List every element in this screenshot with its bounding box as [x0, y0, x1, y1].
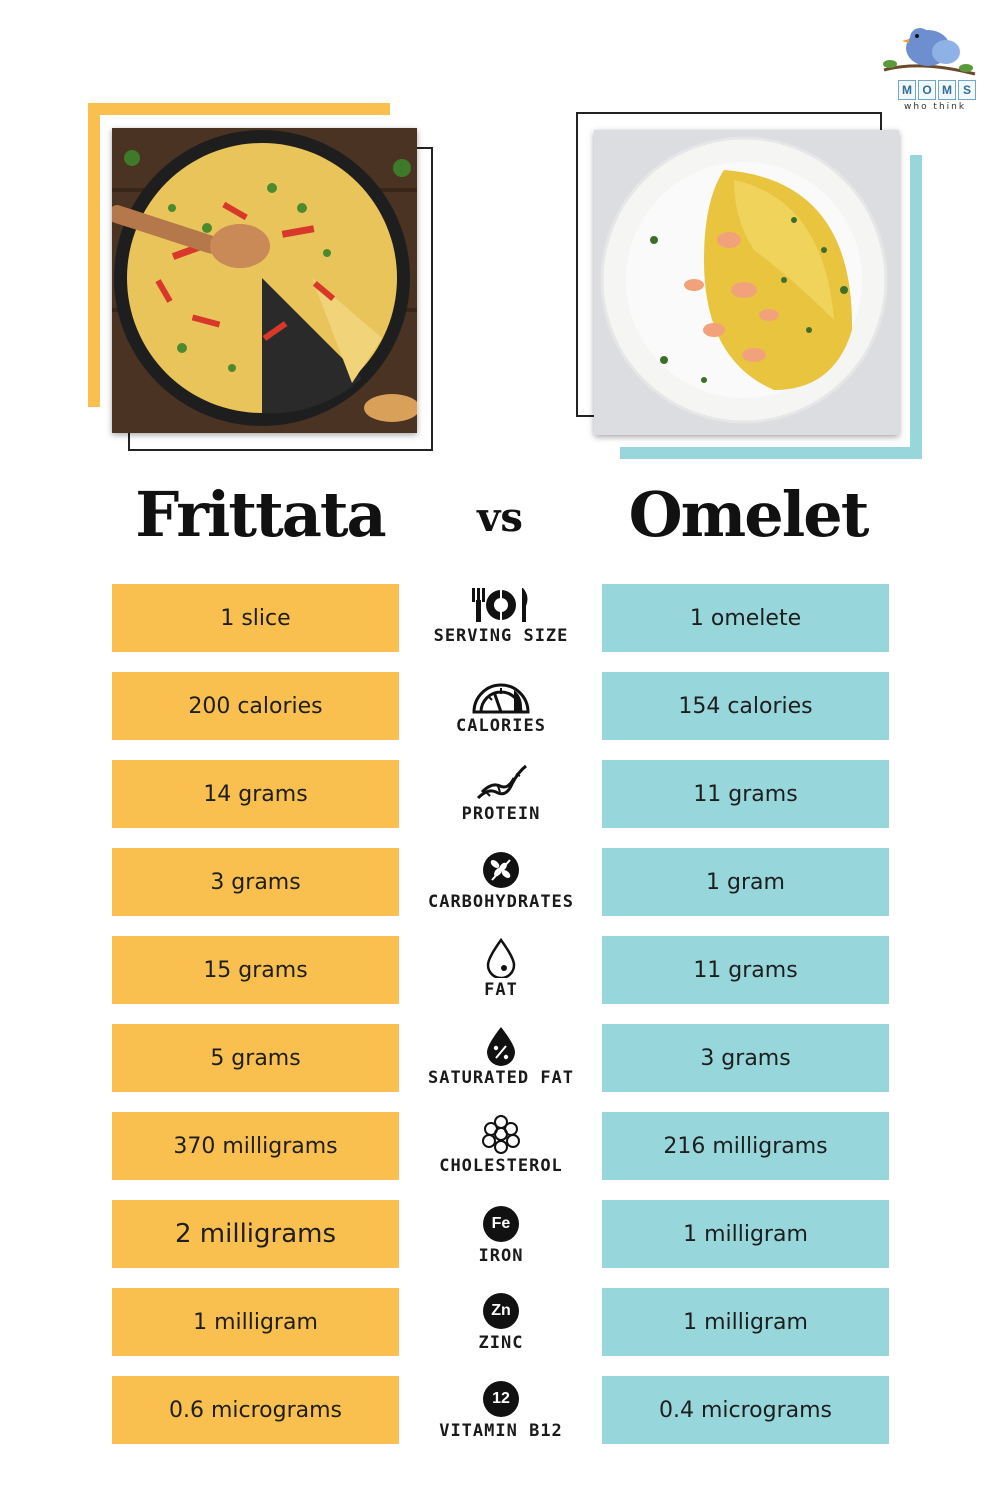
- iron-badge-icon: Fe: [468, 1204, 534, 1244]
- omelet-carbohydrates: 1 gram: [602, 848, 889, 916]
- zinc-label: ZINC: [478, 1333, 524, 1353]
- omelet-calories: 154 calories: [602, 672, 889, 740]
- molecule-cluster-icon: [468, 1114, 534, 1154]
- row-iron: Fe IRON: [402, 1204, 600, 1284]
- omelet-protein: 11 grams: [602, 760, 889, 828]
- frittata-fat: 15 grams: [112, 936, 399, 1004]
- omelet-photo: [594, 130, 899, 435]
- omelet-serving-size: 1 omelete: [602, 584, 889, 652]
- row-cholesterol: CHOLESTEROL: [402, 1114, 600, 1194]
- vitamin-b12-label: VITAMIN B12: [439, 1421, 563, 1441]
- frittata-accent-frame: [88, 103, 390, 407]
- utensils-plate-icon: [468, 584, 534, 624]
- frittata-calories: 200 calories: [112, 672, 399, 740]
- calories-label: CALORIES: [456, 716, 546, 736]
- frittata-zinc: 1 milligram: [112, 1288, 399, 1356]
- frittata-protein: 14 grams: [112, 760, 399, 828]
- frittata-saturated-fat: 5 grams: [112, 1024, 399, 1092]
- omelet-cholesterol: 216 milligrams: [602, 1112, 889, 1180]
- iron-badge: Fe: [483, 1206, 519, 1242]
- percent-drop-icon: [468, 1026, 534, 1066]
- gauge-icon: [468, 674, 534, 714]
- logo-subtitle: who think: [904, 102, 967, 112]
- row-vitamin-b12: 12 VITAMIN B12: [402, 1379, 600, 1459]
- zinc-badge-icon: Zn: [468, 1291, 534, 1331]
- serving-size-label: SERVING SIZE: [433, 626, 569, 646]
- row-fat: FAT: [402, 938, 600, 1018]
- vs-label: vs: [477, 494, 523, 541]
- protein-helix-icon: [468, 762, 534, 802]
- omelet-zinc: 1 milligram: [602, 1288, 889, 1356]
- saturated-fat-label: SATURATED FAT: [427, 1068, 575, 1088]
- fat-label: FAT: [484, 980, 518, 1000]
- frittata-cholesterol: 370 milligrams: [112, 1112, 399, 1180]
- omelet-saturated-fat: 3 grams: [602, 1024, 889, 1092]
- omelet-title: Omelet: [628, 478, 870, 551]
- iron-label: IRON: [478, 1246, 524, 1266]
- omelet-accent-frame: [620, 155, 922, 459]
- row-serving-size: SERVING SIZE: [402, 584, 600, 664]
- zinc-badge: Zn: [483, 1293, 519, 1329]
- frittata-carbohydrates: 3 grams: [112, 848, 399, 916]
- wheat-icon: [468, 850, 534, 890]
- b12-badge-icon: 12: [468, 1379, 534, 1419]
- frittata-vitamin-b12: 0.6 micrograms: [112, 1376, 399, 1444]
- frittata-iron: 2 milligrams: [112, 1200, 399, 1268]
- omelet-iron: 1 milligram: [602, 1200, 889, 1268]
- frittata-serving-size: 1 slice: [112, 584, 399, 652]
- carbohydrates-label: CARBOHYDRATES: [427, 892, 575, 912]
- omelet-fat: 11 grams: [602, 936, 889, 1004]
- row-calories: CALORIES: [402, 674, 600, 754]
- row-zinc: Zn ZINC: [402, 1291, 600, 1371]
- row-carbohydrates: CARBOHYDRATES: [402, 850, 600, 930]
- frittata-photo: [112, 128, 417, 433]
- row-saturated-fat: SATURATED FAT: [402, 1026, 600, 1106]
- row-protein: PROTEIN: [402, 762, 600, 842]
- cholesterol-label: CHOLESTEROL: [439, 1156, 563, 1176]
- drop-icon: [468, 938, 534, 978]
- frittata-title: Frittata: [135, 478, 386, 551]
- protein-label: PROTEIN: [461, 804, 541, 824]
- bird-icon: [883, 28, 976, 76]
- b12-badge: 12: [483, 1381, 519, 1417]
- omelet-vitamin-b12: 0.4 micrograms: [602, 1376, 889, 1444]
